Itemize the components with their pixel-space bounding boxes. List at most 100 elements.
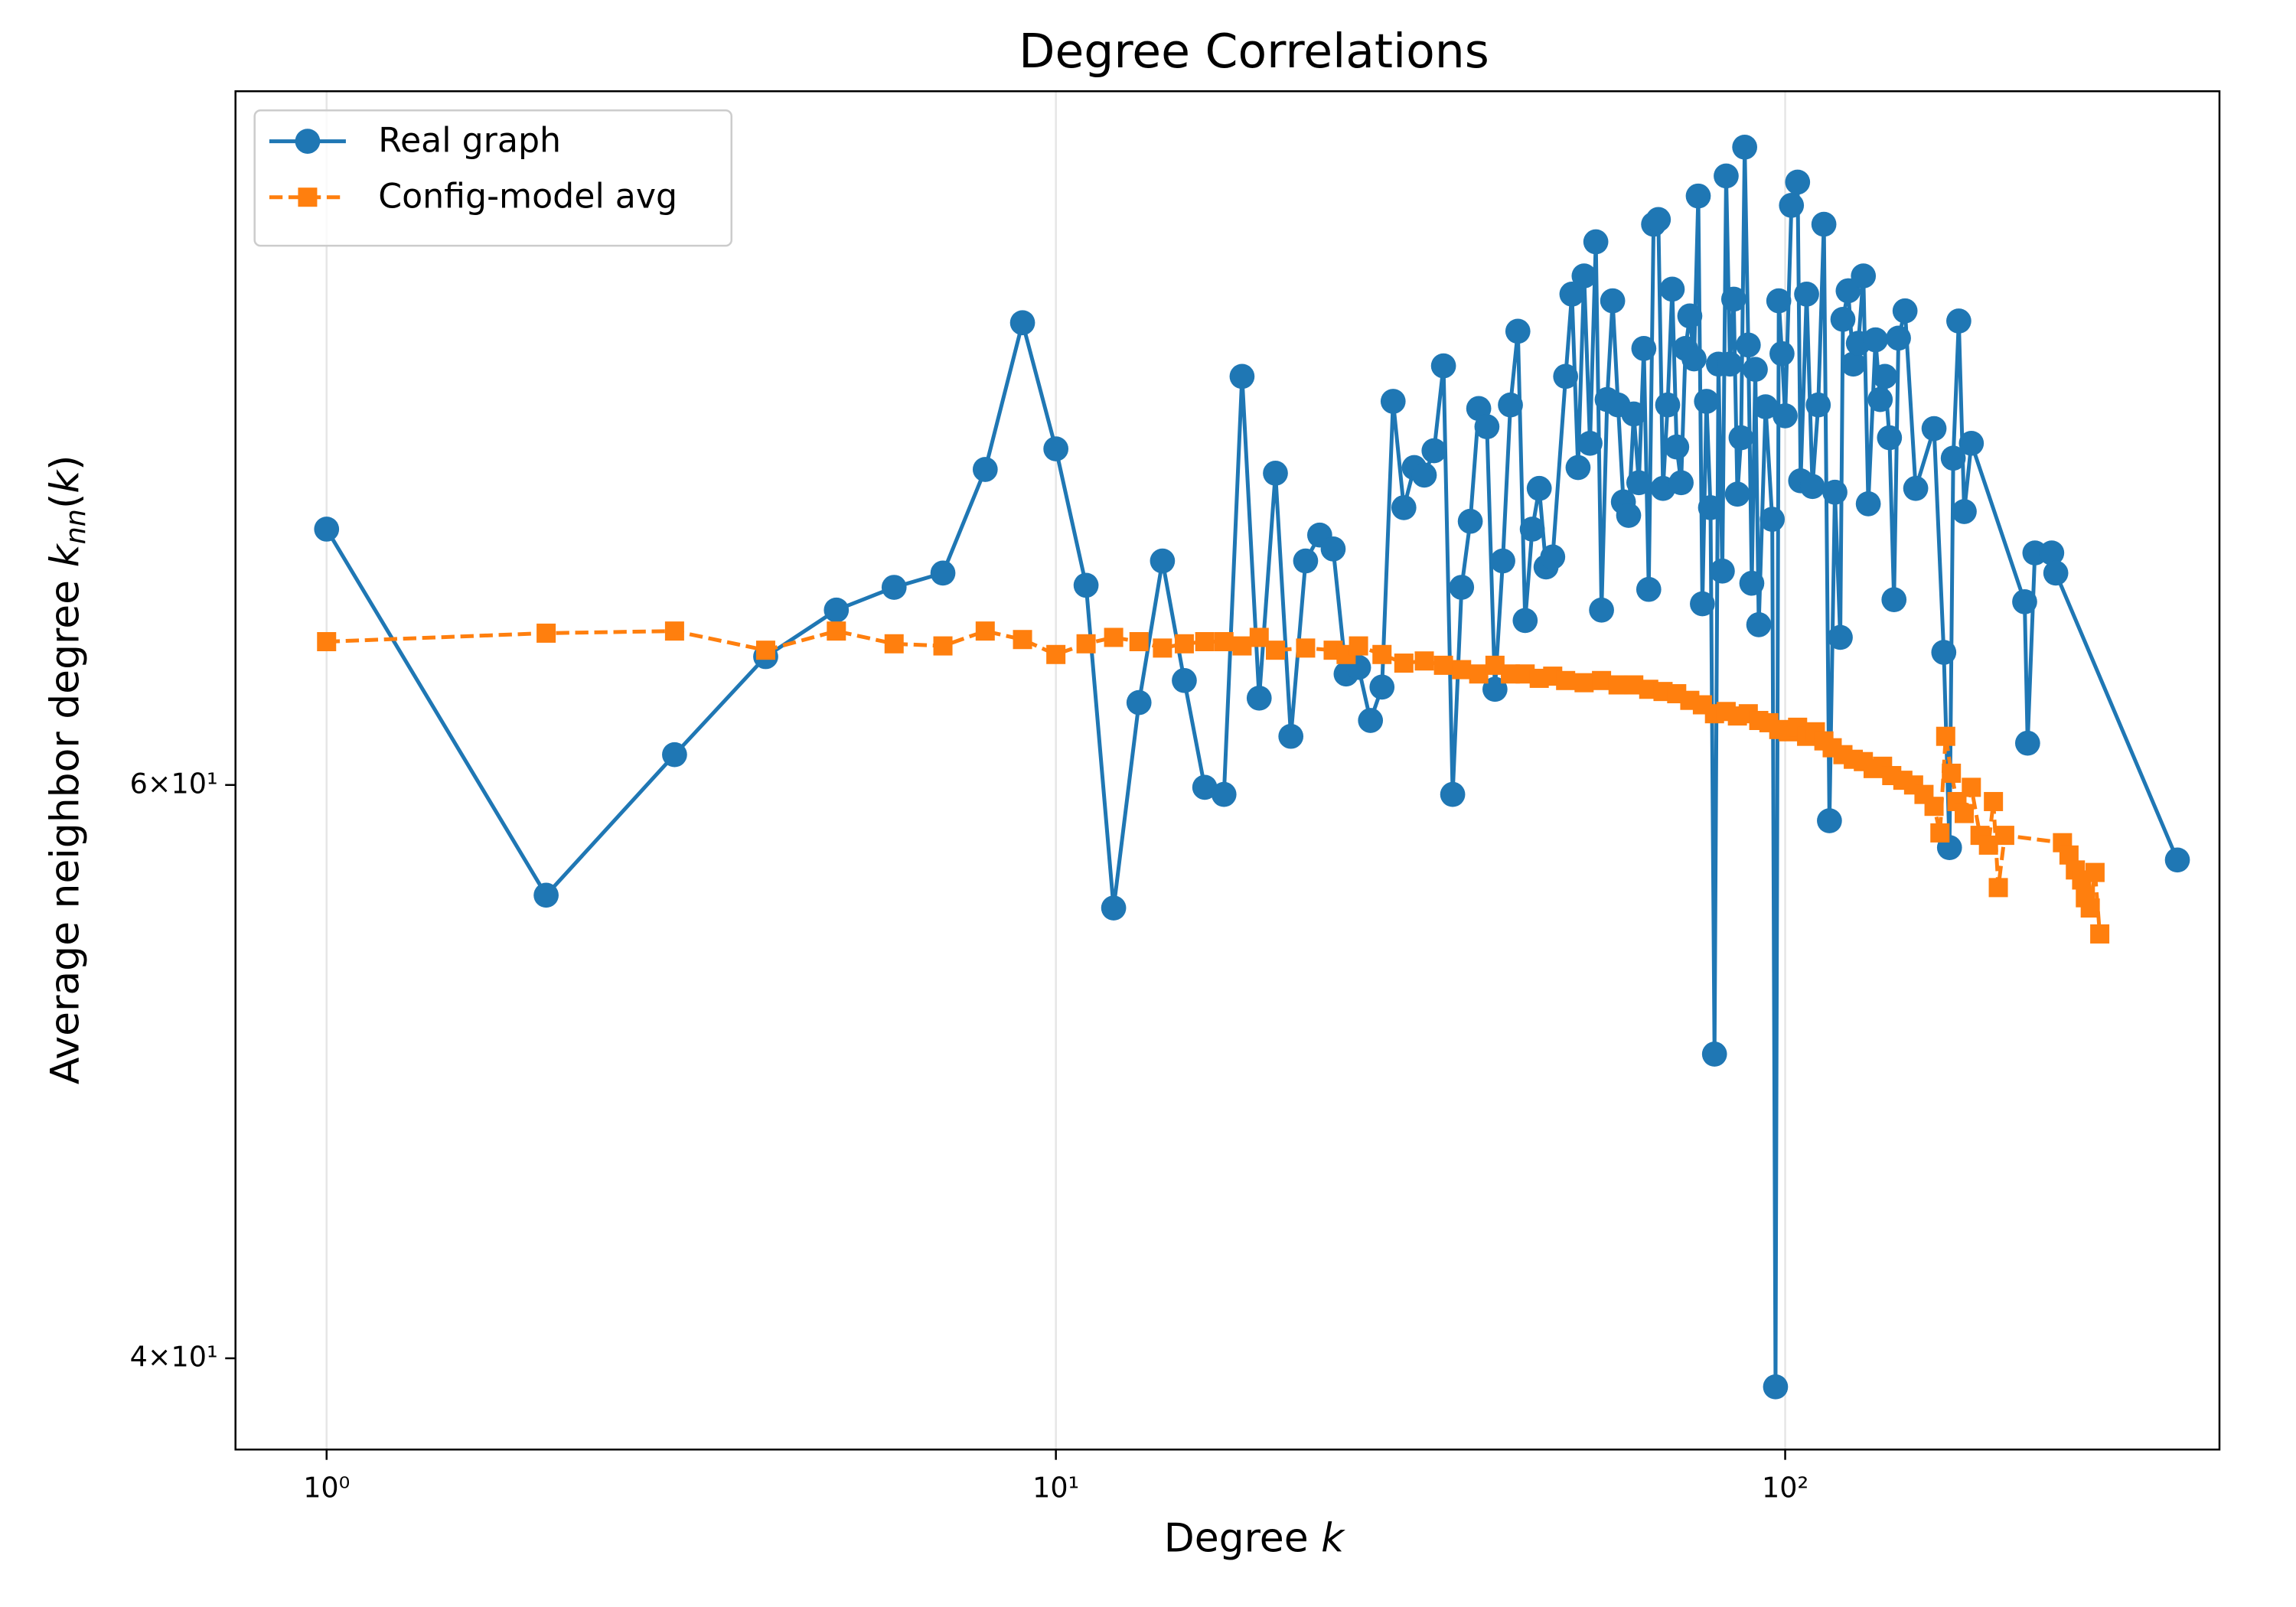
- data-point: [1690, 591, 1715, 617]
- data-point: [827, 621, 846, 641]
- data-point: [1076, 634, 1096, 654]
- x-tick-label: 10⁰: [303, 1472, 350, 1504]
- data-point: [1984, 791, 2004, 811]
- data-point: [1830, 306, 1856, 332]
- data-point: [1659, 276, 1685, 302]
- data-point: [1229, 363, 1255, 390]
- data-point: [1192, 774, 1218, 800]
- data-point: [1433, 655, 1453, 675]
- legend-marker: [298, 187, 318, 207]
- data-point: [1955, 804, 1974, 823]
- data-point: [1766, 288, 1792, 314]
- data-point: [1631, 336, 1657, 361]
- data-point: [1391, 495, 1417, 520]
- data-point: [1512, 608, 1538, 634]
- data-point: [1498, 392, 1523, 418]
- data-point: [2012, 589, 2037, 614]
- y-axis-label: Average neighbor degree knn(k): [42, 455, 91, 1084]
- data-point: [1574, 673, 1594, 693]
- data-point: [1851, 263, 1877, 288]
- data-point: [1129, 632, 1149, 652]
- data-point: [2014, 730, 2040, 756]
- data-point: [1988, 878, 2008, 898]
- data-point: [1469, 664, 1489, 684]
- data-point: [1278, 723, 1304, 749]
- data-point: [314, 517, 340, 542]
- data-point: [1559, 282, 1585, 307]
- data-point: [1701, 1041, 1727, 1067]
- data-point: [1714, 163, 1739, 189]
- data-point: [1490, 548, 1515, 574]
- data-point: [1380, 389, 1406, 414]
- data-point: [1785, 169, 1811, 195]
- data-point: [1817, 808, 1842, 833]
- data-point: [536, 623, 556, 643]
- data-point: [1101, 895, 1127, 921]
- data-point: [1211, 781, 1237, 807]
- data-point: [1735, 332, 1761, 358]
- data-point: [1583, 229, 1609, 255]
- data-point: [1540, 544, 1566, 570]
- data-point: [933, 636, 953, 656]
- data-point: [1828, 624, 1853, 650]
- data-point: [1430, 353, 1456, 379]
- data-point: [1621, 401, 1647, 427]
- data-point: [1903, 475, 1929, 501]
- data-point: [662, 742, 687, 768]
- data-point: [975, 621, 995, 641]
- data-point: [1358, 708, 1384, 733]
- data-point: [1799, 474, 1825, 500]
- data-point: [1457, 508, 1483, 534]
- legend-box: [253, 109, 733, 247]
- data-point: [1104, 627, 1124, 647]
- data-point: [1126, 689, 1152, 715]
- data-point: [881, 575, 907, 600]
- legend-label: Config-model avg: [378, 178, 677, 217]
- ticks: 10⁰ 10¹ 10² 4×10¹ 6×10¹: [130, 767, 1808, 1504]
- axes-frame: [234, 90, 2221, 1451]
- data-point: [1931, 640, 1957, 665]
- data-point: [1411, 462, 1437, 488]
- data-point: [2039, 540, 2065, 566]
- data-point: [1505, 318, 1531, 344]
- data-point: [1519, 517, 1545, 542]
- data-point: [1760, 507, 1786, 533]
- data-point: [1936, 726, 1955, 746]
- data-point: [1013, 630, 1032, 650]
- data-point: [1763, 1374, 1789, 1400]
- data-point: [1369, 674, 1395, 700]
- data-point: [1349, 636, 1368, 656]
- data-point: [1717, 351, 1743, 377]
- data-point: [1732, 134, 1757, 160]
- data-point: [1655, 392, 1681, 418]
- data-point: [823, 597, 850, 623]
- data-point: [1952, 499, 1977, 524]
- data-point: [1046, 644, 1066, 664]
- data-point: [1195, 632, 1215, 652]
- data-point: [1232, 636, 1252, 656]
- x-axis-label: Degree k: [1164, 1515, 1345, 1561]
- data-point: [1592, 670, 1612, 690]
- data-point: [1172, 667, 1197, 693]
- data-point: [1921, 416, 1947, 442]
- data-point: [1962, 777, 1981, 797]
- data-point: [1694, 389, 1720, 414]
- data-point: [1794, 282, 1819, 307]
- data-point: [972, 457, 998, 482]
- data-point: [1073, 572, 1099, 598]
- data-point: [1892, 298, 1918, 324]
- data-point: [1886, 325, 1911, 351]
- data-point: [1685, 183, 1711, 209]
- plot-area: [314, 134, 2190, 1400]
- data-point: [1698, 495, 1724, 520]
- legend-label: Real graph: [378, 122, 561, 161]
- data-point: [1320, 536, 1346, 562]
- data-point: [1394, 654, 1414, 673]
- data-point: [2090, 924, 2110, 944]
- data-point: [1296, 638, 1316, 658]
- data-point: [930, 560, 956, 586]
- data-point: [1565, 455, 1591, 481]
- x-tick-label: 10²: [1762, 1472, 1808, 1504]
